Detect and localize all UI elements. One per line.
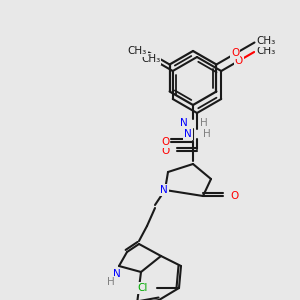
Text: H: H [203, 129, 211, 139]
Text: H: H [200, 118, 208, 128]
Text: O: O [230, 191, 238, 201]
Text: N: N [113, 269, 121, 279]
Text: CH₃: CH₃ [256, 37, 276, 46]
Text: O: O [161, 137, 169, 147]
Text: N: N [160, 185, 168, 195]
Text: O: O [231, 49, 240, 58]
Text: N: N [184, 129, 192, 139]
Text: CH₃: CH₃ [128, 46, 147, 56]
Text: O: O [162, 146, 170, 156]
Text: CH₃: CH₃ [141, 54, 160, 64]
Text: CH₃: CH₃ [256, 46, 275, 56]
Text: H: H [107, 277, 115, 287]
Text: O: O [234, 56, 243, 66]
Text: Cl: Cl [138, 283, 148, 293]
Text: N: N [180, 118, 188, 128]
